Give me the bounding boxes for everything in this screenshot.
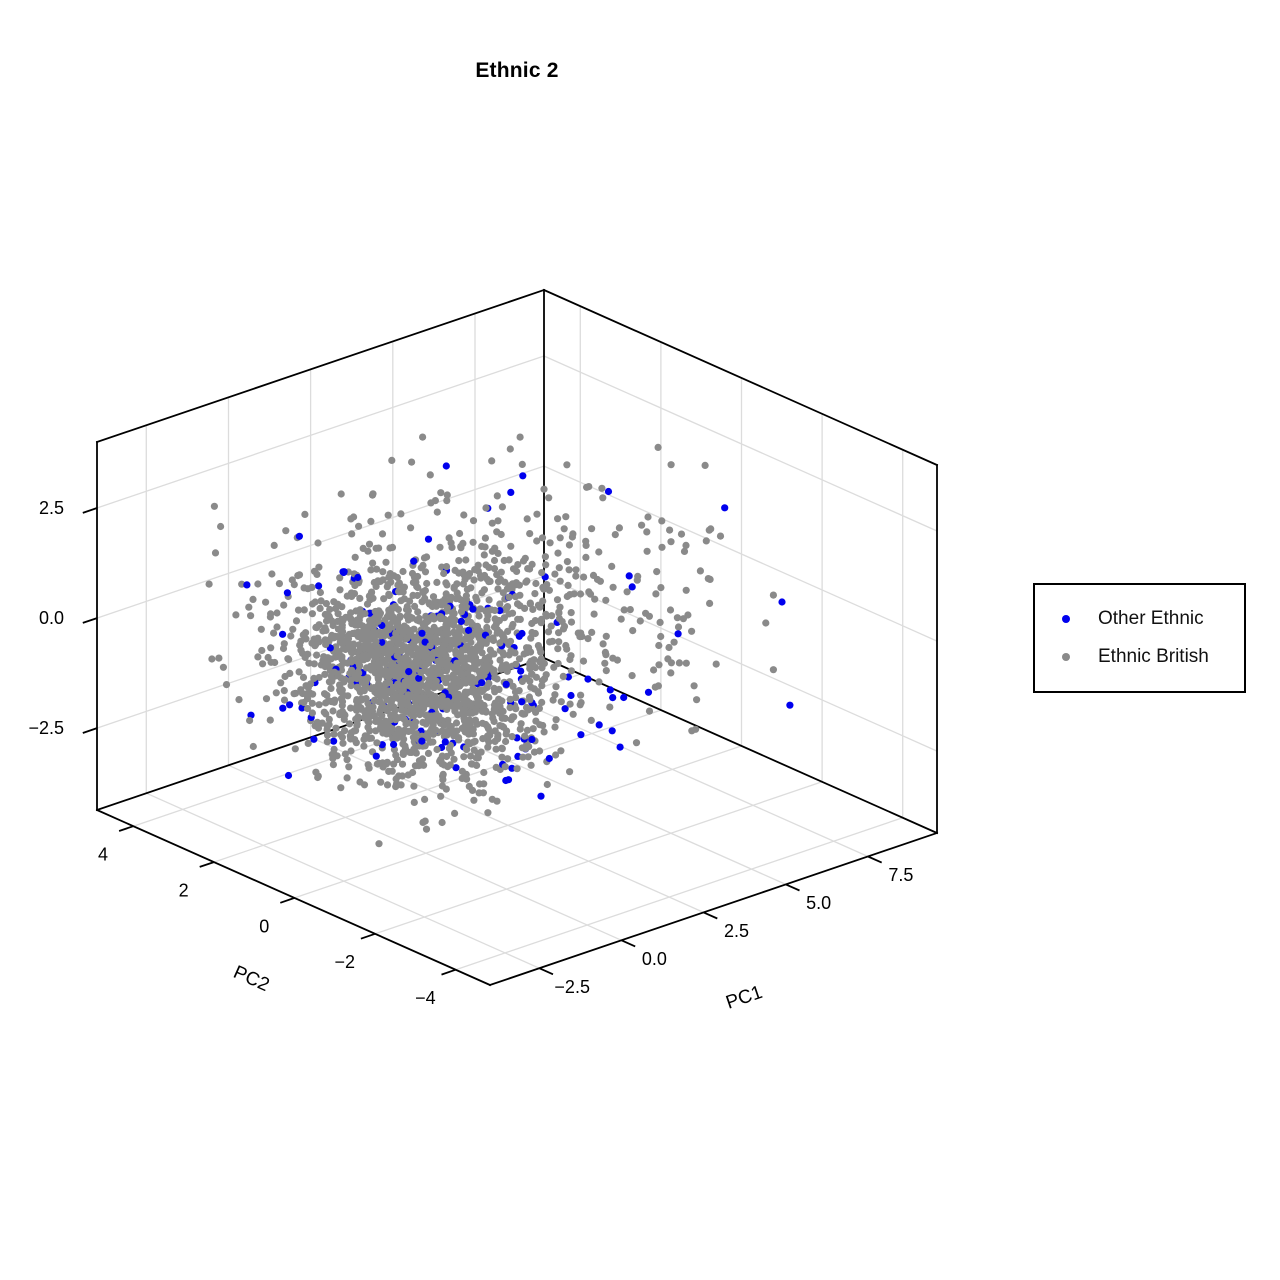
svg-text:0.0: 0.0 (642, 949, 667, 969)
legend-label-other-ethnic: Other Ethnic (1098, 608, 1204, 629)
data-points (205, 433, 794, 848)
svg-text:0: 0 (259, 916, 269, 936)
grid-lines (96, 306, 938, 971)
legend-label-ethnic-british: Ethnic British (1098, 646, 1209, 667)
svg-text:5.0: 5.0 (806, 893, 831, 913)
legend: Other Ethnic Ethnic British (1033, 583, 1246, 693)
svg-text:2: 2 (179, 880, 189, 900)
svg-text:−2.5: −2.5 (554, 977, 590, 997)
axis-tick-labels: 2.5 0.0 −2.5 4 2 0 −2 −4 −2.5 0.0 2.5 5.0 7.5 (28, 498, 913, 1008)
svg-text:4: 4 (98, 845, 108, 865)
axis-title-pc1: PC1 (723, 982, 765, 1014)
svg-text:0.0: 0.0 (39, 608, 64, 628)
legend-item-ethnic-british: Ethnic British (1035, 644, 1244, 670)
chart-title: Ethnic 2 (475, 59, 559, 82)
svg-text:7.5: 7.5 (888, 865, 913, 885)
legend-marker-ethnic-british-icon (1062, 653, 1070, 661)
legend-marker-other-ethnic-icon (1062, 615, 1070, 623)
axis-titles: PC2 PC1 (230, 962, 765, 1014)
svg-text:2.5: 2.5 (724, 921, 749, 941)
axis-ticks (82, 507, 883, 976)
legend-item-other-ethnic: Other Ethnic (1035, 606, 1244, 632)
svg-text:−2.5: −2.5 (28, 718, 64, 738)
svg-text:−2: −2 (335, 952, 356, 972)
axis-title-pc2: PC2 (230, 962, 272, 996)
svg-text:−4: −4 (415, 988, 436, 1008)
svg-text:2.5: 2.5 (39, 498, 64, 518)
